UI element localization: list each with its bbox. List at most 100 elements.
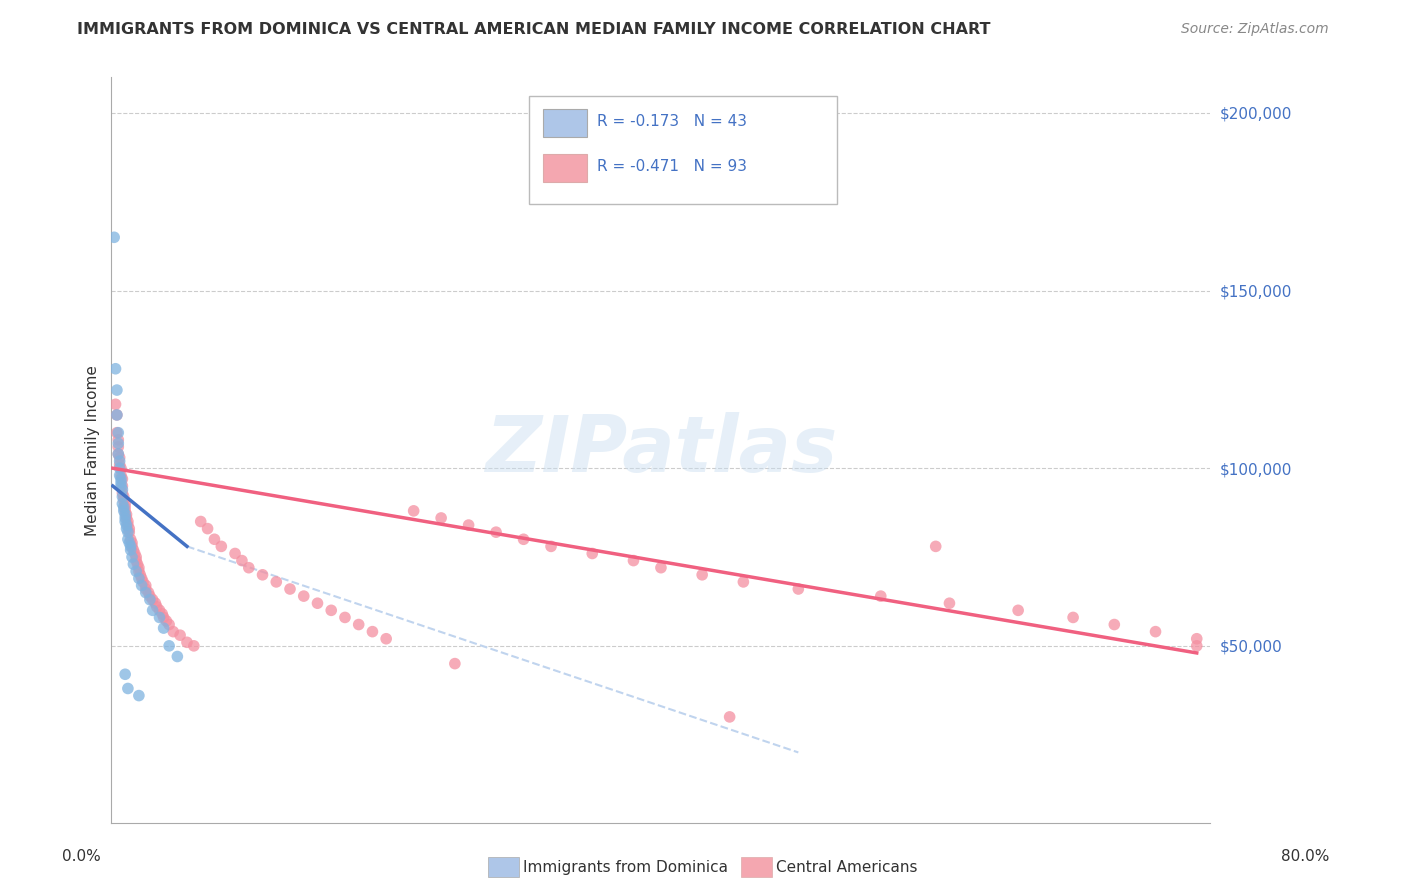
Point (108, 461, 131, 475)
Point (718, 710, 741, 724)
Point (138, 585, 160, 599)
Point (1007, 603, 1029, 617)
Point (108, 468, 131, 483)
Point (121, 536, 143, 550)
Point (117, 533, 139, 547)
Point (107, 447, 129, 461)
Point (108, 458, 131, 472)
Text: R = -0.471   N = 93: R = -0.471 N = 93 (598, 159, 747, 174)
Point (103, 230, 125, 244)
Point (292, 589, 315, 603)
Point (623, 553, 645, 567)
Point (135, 585, 157, 599)
Point (118, 536, 141, 550)
Point (131, 578, 153, 592)
Point (115, 511, 138, 525)
Point (112, 500, 135, 515)
Point (375, 632, 398, 646)
Point (115, 508, 138, 522)
Point (128, 564, 150, 578)
Point (938, 596, 960, 610)
Point (157, 639, 180, 653)
Point (110, 468, 132, 483)
Text: ZIPatlas: ZIPatlas (485, 412, 837, 489)
Text: Central Americans: Central Americans (776, 860, 918, 874)
Point (105, 408, 128, 422)
Point (104, 397, 127, 411)
Point (148, 610, 170, 624)
Point (152, 621, 174, 635)
Point (444, 657, 467, 671)
Point (402, 504, 425, 518)
Y-axis label: Median Family Income: Median Family Income (86, 365, 100, 536)
Point (120, 540, 142, 554)
Point (581, 546, 603, 560)
Point (169, 628, 191, 642)
Point (114, 497, 136, 511)
Point (122, 557, 145, 571)
Point (333, 610, 356, 624)
Point (111, 479, 134, 493)
Point (135, 582, 157, 596)
Point (321, 603, 343, 617)
Point (1144, 624, 1167, 639)
Point (117, 525, 139, 540)
Point (457, 518, 479, 533)
Point (111, 472, 134, 486)
Text: Immigrants from Dominica: Immigrants from Dominica (523, 860, 728, 874)
Point (105, 383, 128, 397)
Point (145, 599, 167, 614)
Point (540, 540, 562, 554)
Point (107, 436, 129, 450)
Point (238, 560, 260, 574)
Point (121, 549, 143, 564)
Point (115, 518, 138, 533)
Point (128, 560, 150, 574)
FancyBboxPatch shape (543, 109, 588, 137)
Point (110, 461, 132, 475)
Point (111, 483, 134, 497)
Point (107, 433, 129, 447)
Point (152, 610, 174, 624)
Point (120, 543, 142, 558)
Point (430, 511, 453, 525)
Point (115, 522, 138, 536)
Point (128, 689, 150, 703)
Point (135, 578, 157, 592)
Point (204, 533, 226, 547)
Point (114, 504, 136, 518)
Point (176, 635, 198, 649)
Point (787, 582, 810, 596)
Point (650, 560, 672, 574)
Point (114, 508, 136, 522)
Point (139, 592, 162, 607)
Point (690, 567, 713, 582)
Point (110, 479, 132, 493)
Point (108, 454, 131, 468)
Point (131, 571, 153, 585)
Point (162, 624, 184, 639)
Point (155, 614, 177, 628)
Point (112, 504, 135, 518)
Point (132, 574, 155, 589)
Point (110, 475, 132, 490)
Point (1185, 639, 1208, 653)
Point (107, 440, 129, 454)
Point (120, 533, 142, 547)
Point (107, 425, 129, 440)
Point (117, 681, 139, 696)
Point (121, 540, 143, 554)
Point (190, 515, 212, 529)
Point (231, 553, 253, 567)
Point (105, 408, 128, 422)
Point (142, 603, 165, 617)
Point (128, 571, 150, 585)
Point (1104, 617, 1126, 632)
Point (183, 639, 205, 653)
Point (252, 567, 274, 582)
Point (110, 472, 132, 486)
Point (139, 589, 162, 603)
Point (197, 522, 219, 536)
Point (114, 511, 136, 525)
Point (118, 525, 141, 540)
